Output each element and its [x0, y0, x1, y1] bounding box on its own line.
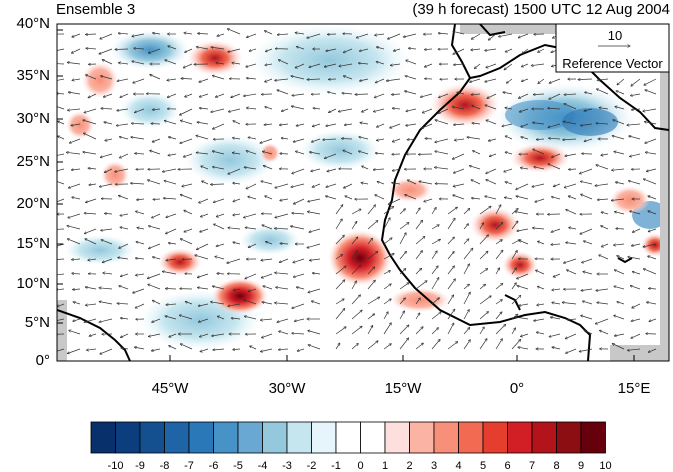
no-data-area	[57, 300, 67, 361]
no-data-area	[660, 60, 669, 350]
red-anomaly	[82, 62, 118, 98]
wind-arrow	[341, 139, 352, 140]
lat-label: 20°N	[0, 196, 50, 211]
colorbar-swatch	[532, 422, 557, 453]
wind-arrow	[211, 184, 225, 185]
lat-label: 0°	[0, 353, 50, 368]
lat-label: 5°N	[0, 315, 50, 330]
red-anomaly	[187, 40, 243, 76]
colorbar-swatch	[165, 422, 190, 453]
colorbar-swatch	[238, 422, 263, 453]
colorbar-swatch	[336, 422, 361, 453]
lat-label: 35°N	[0, 68, 50, 83]
colorbar-swatch	[508, 422, 533, 453]
colorbar-swatch	[557, 422, 582, 453]
wind-arrow	[616, 229, 624, 230]
lon-label: 15°E	[604, 380, 664, 397]
blue-anomaly	[250, 25, 410, 95]
colorbar-swatch	[140, 422, 165, 453]
colorbar-swatch	[116, 422, 141, 453]
colorbar-swatch	[287, 422, 312, 453]
colorbar-swatch	[483, 422, 508, 453]
colorbar-swatch	[361, 422, 386, 453]
lat-label: 15°N	[0, 236, 50, 251]
colorbar-swatch	[263, 422, 288, 453]
colorbar-swatch	[189, 422, 214, 453]
lon-label: 0°	[487, 380, 547, 397]
blue-anomaly	[300, 130, 380, 170]
blue-anomaly	[240, 225, 300, 255]
wind-arrow	[165, 289, 176, 290]
colorbar-swatch	[459, 422, 484, 453]
red-anomaly	[260, 143, 280, 163]
wind-arrow	[115, 49, 128, 50]
red-anomaly	[430, 83, 500, 127]
colorbar-label: 10	[591, 460, 621, 472]
lon-label: 30°W	[257, 380, 317, 397]
wind-arrow	[280, 154, 288, 155]
colorbar-swatch	[312, 422, 337, 453]
lat-label: 40°N	[0, 16, 50, 31]
wind-arrow	[153, 199, 160, 200]
colorbar-swatch	[581, 422, 606, 453]
colorbar-swatch	[434, 422, 459, 453]
colorbar-swatch	[385, 422, 410, 453]
red-anomaly	[66, 111, 94, 139]
red-anomaly	[470, 207, 520, 243]
lon-label: 45°W	[140, 380, 200, 397]
colorbar	[91, 422, 606, 453]
lat-label: 10°N	[0, 276, 50, 291]
blue-anomaly	[562, 108, 618, 136]
wind-arrow	[355, 94, 368, 95]
lon-label: 15°W	[373, 380, 433, 397]
colorbar-swatch	[410, 422, 435, 453]
colorbar-swatch	[91, 422, 116, 453]
reference-magnitude: 10	[598, 28, 632, 43]
blue-anomaly	[65, 235, 135, 265]
colorbar-swatch	[214, 422, 239, 453]
wind-arrow	[86, 34, 97, 35]
lat-label: 30°N	[0, 111, 50, 126]
lat-label: 25°N	[0, 154, 50, 169]
red-anomaly	[510, 143, 570, 173]
red-anomaly	[101, 161, 129, 189]
reference-label: Reference Vector	[556, 56, 669, 71]
red-anomaly	[212, 278, 268, 314]
wind-arrow	[569, 169, 577, 170]
wind-arrow	[53, 229, 65, 230]
shaded-field	[50, 24, 669, 361]
wind-arrow	[151, 124, 160, 125]
red-anomaly	[502, 251, 538, 279]
